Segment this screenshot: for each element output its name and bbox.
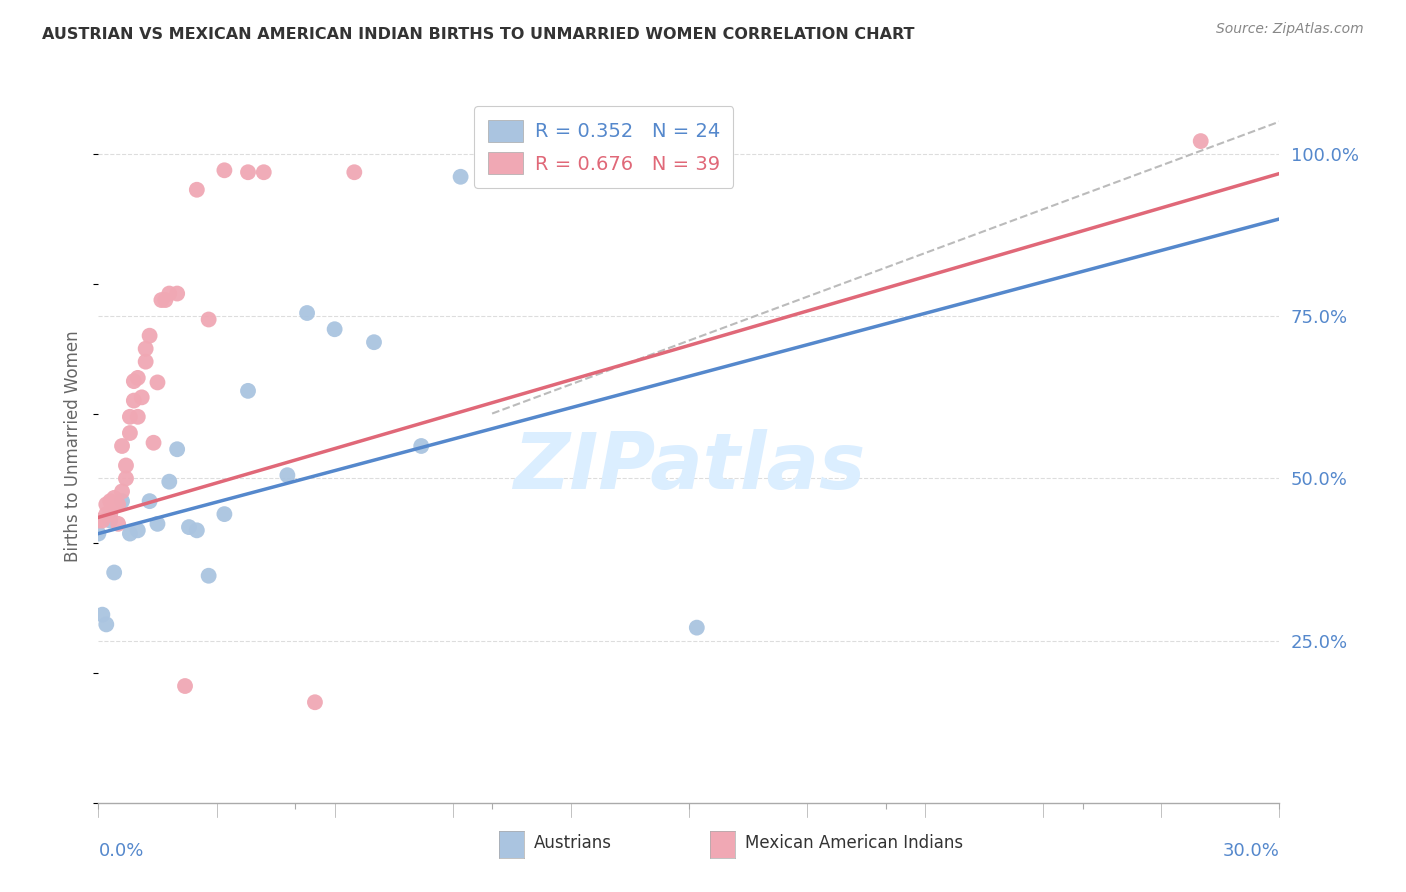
Point	[157, 475, 180, 489]
Point	[87, 514, 110, 528]
Point	[122, 393, 145, 408]
Point	[157, 286, 180, 301]
Point	[115, 458, 138, 473]
Point	[127, 524, 149, 538]
Point	[304, 695, 326, 709]
Point	[127, 409, 149, 424]
Text: Mexican American Indians: Mexican American Indians	[745, 834, 963, 852]
Point	[98, 494, 121, 508]
Point	[98, 514, 121, 528]
Point	[197, 312, 219, 326]
Point	[96, 617, 118, 632]
Point	[155, 293, 177, 307]
Point	[323, 322, 346, 336]
Point	[253, 165, 276, 179]
Point	[107, 497, 129, 511]
Point	[174, 679, 197, 693]
Point	[166, 286, 188, 301]
Point	[118, 526, 141, 541]
Point	[276, 468, 298, 483]
Point	[96, 507, 118, 521]
Text: 0.0%: 0.0%	[98, 842, 143, 860]
Text: AUSTRIAN VS MEXICAN AMERICAN INDIAN BIRTHS TO UNMARRIED WOMEN CORRELATION CHART: AUSTRIAN VS MEXICAN AMERICAN INDIAN BIRT…	[42, 27, 915, 42]
Point	[214, 163, 236, 178]
Point	[96, 497, 118, 511]
Point	[122, 374, 145, 388]
Point	[138, 494, 160, 508]
Point	[115, 471, 138, 485]
Point	[98, 507, 121, 521]
Point	[131, 390, 153, 404]
Point	[91, 514, 114, 528]
Point	[103, 491, 125, 505]
Point	[450, 169, 472, 184]
Point	[111, 484, 134, 499]
Point	[177, 520, 200, 534]
Point	[111, 494, 134, 508]
Point	[135, 342, 157, 356]
Point	[343, 165, 366, 179]
Point	[127, 371, 149, 385]
Point	[111, 439, 134, 453]
Point	[214, 507, 236, 521]
Point	[118, 425, 141, 440]
Point	[363, 335, 385, 350]
Point	[411, 439, 433, 453]
Legend: R = 0.352   N = 24, R = 0.676   N = 39: R = 0.352 N = 24, R = 0.676 N = 39	[474, 106, 734, 188]
Point	[118, 409, 141, 424]
Point	[135, 354, 157, 368]
Text: Source: ZipAtlas.com: Source: ZipAtlas.com	[1216, 22, 1364, 37]
Point	[295, 306, 318, 320]
Point	[197, 568, 219, 582]
Point	[236, 165, 259, 179]
Point	[166, 442, 188, 457]
Point	[91, 607, 114, 622]
Point	[103, 497, 125, 511]
Point	[146, 376, 169, 390]
Point	[87, 526, 110, 541]
Point	[236, 384, 259, 398]
Point	[103, 566, 125, 580]
Text: 30.0%: 30.0%	[1223, 842, 1279, 860]
Text: ZIPatlas: ZIPatlas	[513, 429, 865, 506]
Point	[686, 621, 709, 635]
Point	[1189, 134, 1212, 148]
Text: Austrians: Austrians	[534, 834, 612, 852]
Point	[186, 524, 208, 538]
Y-axis label: Births to Unmarried Women: Births to Unmarried Women	[65, 330, 83, 562]
Point	[138, 328, 160, 343]
Point	[142, 435, 165, 450]
Point	[150, 293, 173, 307]
Point	[107, 516, 129, 531]
Point	[146, 516, 169, 531]
Point	[186, 183, 208, 197]
